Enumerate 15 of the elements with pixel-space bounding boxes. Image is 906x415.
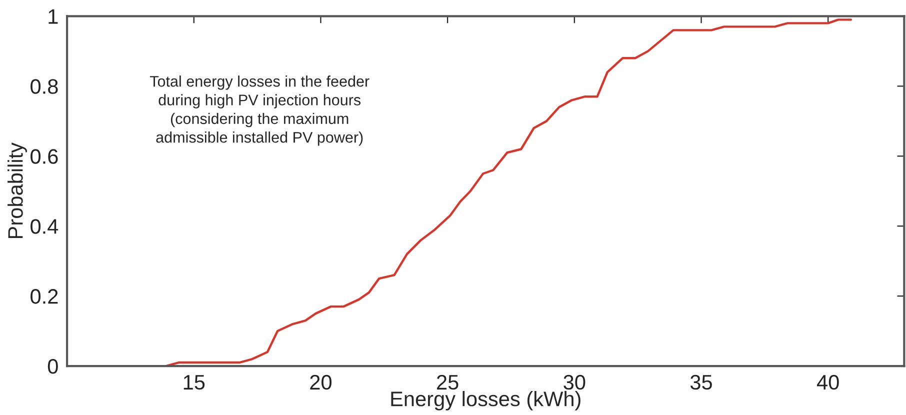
x-tick-label: 20 <box>310 374 332 390</box>
y-tick-label: 0.6 <box>30 149 58 164</box>
y-axis-title: Probability <box>8 142 27 238</box>
y-tick-label: 0.2 <box>30 289 58 304</box>
y-tick-label: 0 <box>48 359 58 374</box>
x-tick-label: 35 <box>690 374 712 390</box>
y-tick-label: 1 <box>48 9 58 24</box>
x-tick-label: 25 <box>437 374 458 390</box>
annotation: Total energy losses in the feeder during high PV injection hours (considering the maximum admissible installed PV power) <box>150 76 370 146</box>
x-axis-title: Energy losses (kWh) <box>391 391 580 410</box>
y-tick-label: 0.4 <box>30 219 58 234</box>
x-tick-label: 15 <box>184 375 205 390</box>
y-tick-label: 0.8 <box>30 79 58 94</box>
x-tick-label: 30 <box>564 374 586 390</box>
x-tick-label: 40 <box>816 374 839 390</box>
